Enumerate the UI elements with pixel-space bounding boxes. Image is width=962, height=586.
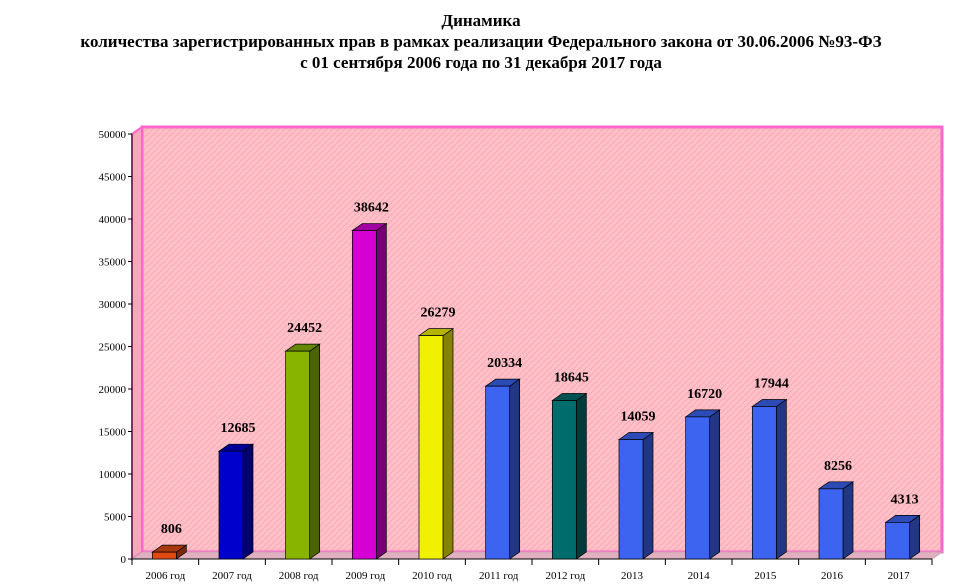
- bar-side: [509, 378, 521, 560]
- bar-front: [151, 551, 177, 560]
- bar-front: [685, 416, 711, 560]
- bar-side: [309, 343, 321, 560]
- data-label: 38642: [354, 201, 389, 216]
- data-label: 16720: [687, 387, 722, 402]
- data-label: 26279: [421, 306, 456, 321]
- x-tick-label: 2006 год: [145, 570, 185, 582]
- x-tick-label: 2012 год: [545, 570, 585, 582]
- y-tick-label: 50000: [99, 129, 127, 141]
- bar-front: [285, 350, 311, 560]
- bar-front: [551, 400, 577, 560]
- y-tick-label: 45000: [99, 172, 127, 184]
- data-label: 806: [161, 522, 182, 537]
- y-tick-label: 20000: [99, 384, 127, 396]
- bars: [151, 222, 921, 560]
- data-label: 24452: [287, 321, 322, 336]
- y-tick-label: 15000: [99, 427, 127, 439]
- bar-2009-год: [351, 222, 388, 560]
- bar-side: [375, 222, 387, 560]
- bar-2017: [884, 514, 921, 560]
- x-tick-label: 2009 год: [345, 570, 385, 582]
- y-tick-label: 25000: [99, 342, 127, 354]
- bar-side: [909, 514, 921, 560]
- x-tick-label: 2008 год: [279, 570, 319, 582]
- bar-2008-год: [284, 343, 321, 560]
- bar-2006-год: [151, 544, 188, 560]
- data-label: 20334: [487, 356, 522, 371]
- x-tick-label: 2007 год: [212, 570, 252, 582]
- chart-title: Динамика: [441, 11, 521, 30]
- x-tick-label: 2015: [754, 570, 777, 582]
- x-tick-label: 2013: [621, 570, 644, 582]
- bar-2010-год: [417, 327, 455, 560]
- bar-2007-год: [217, 443, 255, 560]
- data-label: 18645: [554, 371, 589, 386]
- data-label: 14059: [621, 409, 656, 424]
- y-tick-label: 35000: [99, 257, 127, 269]
- bar-side: [575, 392, 587, 560]
- back-wall: [140, 125, 944, 554]
- bar-side: [242, 443, 254, 560]
- x-axis: 2006 год 2007 год 2008 год 2009 год 2010 год…: [131, 559, 933, 582]
- data-label: 4313: [891, 492, 919, 507]
- bar-2016: [817, 481, 855, 560]
- side-wall: [131, 125, 143, 561]
- bar-2011-год: [484, 378, 521, 560]
- x-tick-label: 2016: [821, 570, 844, 582]
- bar-side: [775, 398, 787, 560]
- bar-front: [485, 385, 511, 560]
- chart-subtitle-line-1: количества зарегистрированных прав в рам…: [80, 32, 882, 51]
- y-tick-label: 0: [121, 554, 127, 566]
- data-label: 17944: [754, 376, 789, 391]
- bar-side: [642, 431, 654, 560]
- x-tick-label: 2010 год: [412, 570, 452, 582]
- bar-front: [218, 450, 244, 560]
- bar-front: [751, 406, 777, 560]
- data-label: 12685: [221, 421, 256, 436]
- data-label: 8256: [824, 459, 852, 474]
- bar-2012-год: [551, 392, 588, 560]
- bar-2013: [617, 431, 655, 560]
- chart-subtitle-line-2: с 01 сентября 2006 года по 31 декабря 20…: [300, 53, 662, 72]
- bar-front: [351, 230, 377, 560]
- bar-2014: [684, 409, 721, 560]
- plot-area: [130, 125, 944, 561]
- y-tick-label: 40000: [99, 214, 127, 226]
- x-tick-label: 2017: [888, 570, 911, 582]
- bar-front: [418, 335, 444, 560]
- bar-side: [442, 327, 454, 560]
- x-tick-label: 2014: [688, 570, 711, 582]
- bar-side: [709, 409, 721, 560]
- bar-front: [618, 439, 644, 560]
- data-labels: 806 12685 24452 38642 26279 20334 18645 14059 16…: [161, 201, 919, 538]
- y-tick-label: 30000: [99, 299, 127, 311]
- bar-2015: [751, 398, 788, 560]
- bar-front: [818, 488, 844, 560]
- bar-side: [842, 481, 854, 560]
- chart-titles: Динамика количества зарегистрированных п…: [0, 10, 962, 73]
- x-tick-label: 2011 год: [479, 570, 519, 582]
- bar-front: [885, 521, 911, 560]
- y-tick-label: 10000: [99, 469, 127, 481]
- y-tick-label: 5000: [104, 512, 127, 524]
